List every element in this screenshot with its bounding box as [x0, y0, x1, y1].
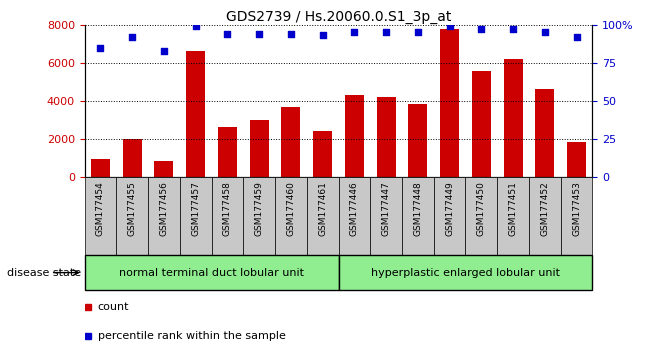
Bar	[307, 177, 339, 255]
Bar	[339, 177, 370, 255]
Bar	[123, 139, 142, 177]
Text: GSM177457: GSM177457	[191, 181, 201, 236]
Text: GSM177461: GSM177461	[318, 181, 327, 236]
Bar	[440, 29, 459, 177]
Bar	[186, 51, 205, 177]
Point	[413, 29, 423, 35]
Point	[318, 33, 328, 38]
Text: GSM177452: GSM177452	[540, 181, 549, 236]
Text: GSM177454: GSM177454	[96, 181, 105, 236]
Point	[572, 34, 582, 40]
Bar	[243, 177, 275, 255]
Point	[476, 27, 486, 32]
Bar	[472, 72, 491, 177]
Point	[381, 29, 391, 35]
Bar	[529, 177, 561, 255]
Text: GSM177455: GSM177455	[128, 181, 137, 236]
Text: GSM177453: GSM177453	[572, 181, 581, 236]
Point	[191, 23, 201, 29]
Bar	[154, 161, 173, 177]
Bar	[408, 104, 427, 177]
Point	[508, 27, 518, 32]
Point	[445, 23, 455, 29]
Bar	[250, 120, 269, 177]
Point	[159, 48, 169, 53]
Text: hyperplastic enlarged lobular unit: hyperplastic enlarged lobular unit	[371, 268, 560, 278]
Text: GSM177446: GSM177446	[350, 181, 359, 236]
Bar	[180, 177, 212, 255]
Bar	[376, 97, 396, 177]
Text: GSM177460: GSM177460	[286, 181, 296, 236]
Point	[95, 45, 105, 50]
Text: normal terminal duct lobular unit: normal terminal duct lobular unit	[119, 268, 304, 278]
Bar	[535, 88, 555, 177]
Bar	[313, 131, 332, 177]
Text: count: count	[98, 302, 129, 312]
Text: GSM177459: GSM177459	[255, 181, 264, 236]
Text: disease state: disease state	[7, 268, 81, 278]
Bar	[117, 177, 148, 255]
Bar	[275, 177, 307, 255]
Point	[222, 31, 232, 37]
Text: GSM177456: GSM177456	[159, 181, 169, 236]
Bar	[212, 177, 243, 255]
Bar	[561, 177, 592, 255]
Bar	[434, 177, 465, 255]
Text: GSM177450: GSM177450	[477, 181, 486, 236]
Bar	[91, 159, 110, 177]
Bar	[345, 95, 364, 177]
Bar	[85, 177, 117, 255]
Title: GDS2739 / Hs.20060.0.S1_3p_at: GDS2739 / Hs.20060.0.S1_3p_at	[226, 10, 451, 24]
Text: percentile rank within the sample: percentile rank within the sample	[98, 331, 286, 341]
Bar	[85, 255, 339, 290]
Bar	[567, 142, 586, 177]
Bar	[370, 177, 402, 255]
Text: GSM177451: GSM177451	[508, 181, 518, 236]
Point	[349, 29, 359, 35]
Text: GSM177447: GSM177447	[381, 181, 391, 236]
Bar	[504, 59, 523, 177]
Bar	[339, 255, 592, 290]
Point	[540, 29, 550, 35]
Bar	[218, 127, 237, 177]
Point	[127, 34, 137, 40]
Bar	[402, 177, 434, 255]
Bar	[497, 177, 529, 255]
Bar	[281, 107, 301, 177]
Point	[286, 31, 296, 37]
Text: GSM177449: GSM177449	[445, 181, 454, 236]
Point	[254, 31, 264, 37]
Text: GSM177458: GSM177458	[223, 181, 232, 236]
Bar	[148, 177, 180, 255]
Text: GSM177448: GSM177448	[413, 181, 422, 236]
Bar	[465, 177, 497, 255]
